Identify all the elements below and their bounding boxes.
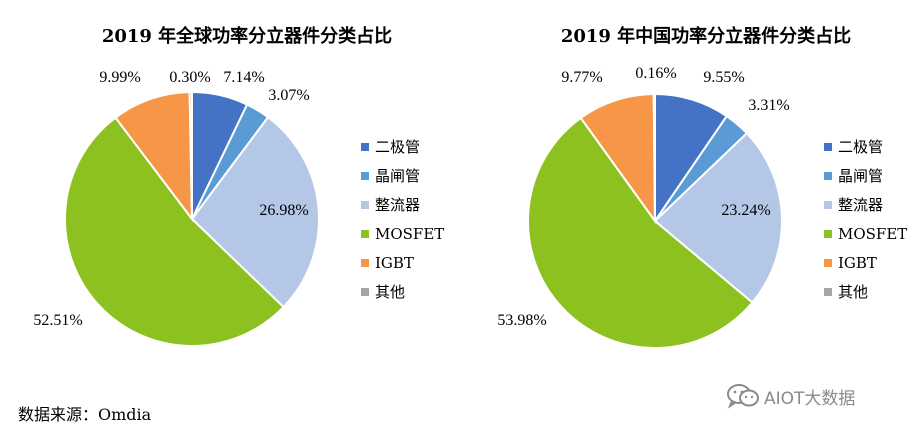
legend-label: MOSFET xyxy=(375,225,444,243)
legend-swatch xyxy=(361,172,369,180)
legend-label: 晶闸管 xyxy=(838,167,883,185)
legend-label: 二极管 xyxy=(375,138,420,156)
legend-swatch xyxy=(824,230,832,238)
chart-title: 2019 年中国功率分立器件分类占比 xyxy=(561,25,851,47)
legend-swatch xyxy=(361,259,369,267)
legend-label: IGBT xyxy=(838,254,877,272)
legend-swatch xyxy=(824,259,832,267)
pie-slice xyxy=(526,116,754,349)
data-label: 3.07% xyxy=(268,87,309,104)
legend-label: 整流器 xyxy=(838,196,883,214)
wechat-icon xyxy=(726,383,760,409)
data-label: 0.30% xyxy=(169,69,210,86)
legend-swatch xyxy=(824,201,832,209)
pie-slice xyxy=(652,92,656,222)
pie-slice xyxy=(653,131,783,304)
pie-slice xyxy=(64,116,285,348)
data-label: 26.98% xyxy=(259,202,308,219)
legend-swatch xyxy=(361,143,369,151)
legend-label: 其他 xyxy=(375,283,405,301)
legend-swatch xyxy=(824,172,832,180)
legend-swatch xyxy=(361,288,369,296)
legend-label: 晶闸管 xyxy=(375,167,420,185)
legend-swatch xyxy=(824,143,832,151)
watermark-text: AIOT大数据 xyxy=(764,388,856,409)
legend-label: 整流器 xyxy=(375,196,420,214)
data-label: 9.99% xyxy=(99,69,140,86)
pie-slice xyxy=(188,90,193,220)
legend-label: IGBT xyxy=(375,254,414,272)
legend-label: 其他 xyxy=(838,283,868,301)
pie-slice xyxy=(654,92,729,225)
legend-label: 二极管 xyxy=(838,138,883,156)
legend-label: MOSFET xyxy=(838,225,907,243)
data-label: 52.51% xyxy=(33,312,82,329)
watermark: AIOT大数据 xyxy=(726,383,855,409)
pie-slice xyxy=(190,115,320,309)
legend-swatch xyxy=(824,288,832,296)
data-label: 7.14% xyxy=(223,69,264,86)
data-label: 3.31% xyxy=(748,97,789,114)
data-label: 23.24% xyxy=(721,202,770,219)
data-label: 9.77% xyxy=(561,69,602,86)
chart-title: 2019 年全球功率分立器件分类占比 xyxy=(102,25,392,47)
data-label: 9.55% xyxy=(703,69,744,86)
pie-slice xyxy=(579,92,657,225)
pie-slice xyxy=(114,91,194,223)
data-label: 0.16% xyxy=(635,65,676,82)
data-label: 53.98% xyxy=(497,312,546,329)
legend-swatch xyxy=(361,230,369,238)
legend-swatch xyxy=(361,201,369,209)
data-source-note: 数据来源：Omdia xyxy=(18,405,152,424)
